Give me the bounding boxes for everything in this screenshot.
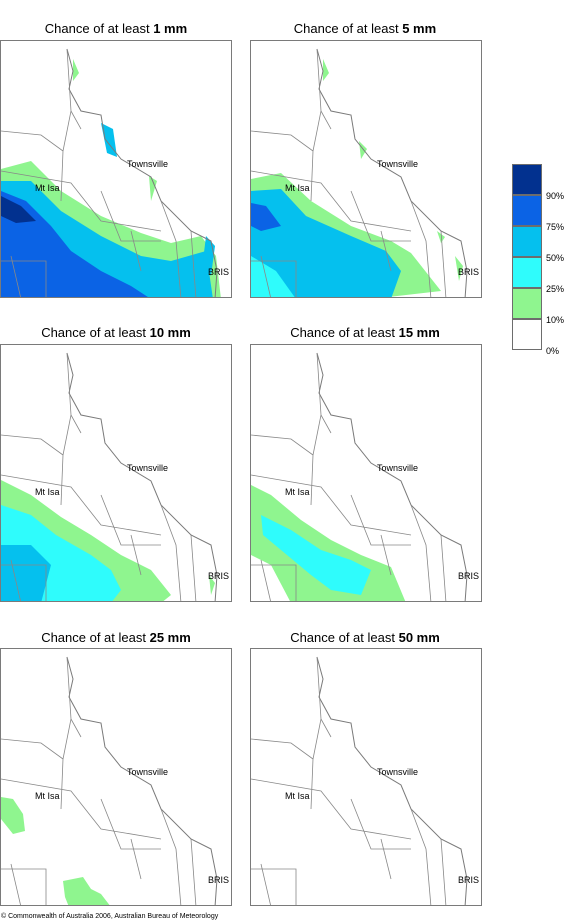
- place-label-mt-isa: Mt Isa: [35, 791, 60, 801]
- rainfall-map: [1, 480, 215, 601]
- legend-swatch-50: [512, 226, 542, 257]
- legend-swatch-75: [512, 195, 542, 226]
- place-label-townsville: Townsville: [377, 767, 419, 777]
- place-label-townsville: Townsville: [377, 463, 419, 473]
- legend-tick-90: 90%: [546, 191, 565, 201]
- place-label-townsville: Townsville: [127, 159, 169, 169]
- title-value: 25 mm: [149, 630, 191, 645]
- title-prefix: Chance of at least: [293, 21, 399, 36]
- panel-title-5mm: Chance of at least 5 mm: [240, 21, 490, 36]
- title-prefix: Chance of at least: [44, 21, 150, 36]
- legend-swatch-25: [512, 257, 542, 288]
- title-prefix: Chance of at least: [290, 630, 395, 645]
- map-panel-50mm: Townsville Mt Isa BRIS: [250, 648, 482, 906]
- copyright-footer: © Commonwealth of Australia 2006, Austra…: [1, 913, 219, 920]
- legend-tick-75: 75%: [546, 222, 565, 232]
- legend-tick-25: 25%: [546, 284, 565, 294]
- place-label-mt-isa: Mt Isa: [285, 791, 310, 801]
- legend-swatch-0: [512, 319, 542, 350]
- place-label-mt-isa: Mt Isa: [285, 183, 310, 193]
- rainfall-map: [251, 59, 463, 297]
- legend-swatch-90: [512, 164, 542, 195]
- title-prefix: Chance of at least: [290, 325, 395, 340]
- map-panel-5mm: Townsville Mt Isa BRIS: [250, 40, 482, 298]
- place-label-townsville: Townsville: [127, 463, 169, 473]
- place-label-mt-isa: Mt Isa: [35, 487, 60, 497]
- map-panel-25mm: Townsville Mt Isa BRIS: [0, 648, 232, 906]
- map-panel-1mm: Townsville Mt Isa BRIS: [0, 40, 232, 298]
- legend-tick-0: 0%: [546, 346, 560, 356]
- map-panel-10mm: Townsville Mt Isa BRIS: [0, 344, 232, 602]
- place-label-brisbane: BRIS: [208, 267, 230, 277]
- panel-title-1mm: Chance of at least 1 mm: [0, 21, 241, 36]
- place-label-brisbane: BRIS: [458, 875, 480, 885]
- legend-tick-50: 50%: [546, 253, 565, 263]
- title-value: 5 mm: [402, 21, 437, 36]
- place-label-mt-isa: Mt Isa: [35, 183, 60, 193]
- legend-swatch-10: [512, 288, 542, 319]
- rainfall-map: [1, 797, 110, 905]
- place-label-mt-isa: Mt Isa: [285, 487, 310, 497]
- title-prefix: Chance of at least: [41, 630, 146, 645]
- panel-title-25mm: Chance of at least 25 mm: [0, 630, 241, 645]
- title-value: 50 mm: [398, 630, 440, 645]
- place-label-townsville: Townsville: [377, 159, 419, 169]
- panel-title-15mm: Chance of at least 15 mm: [240, 325, 490, 340]
- rainfall-map: [251, 485, 406, 601]
- panel-title-10mm: Chance of at least 10 mm: [0, 325, 241, 340]
- title-value: 10 mm: [149, 325, 191, 340]
- place-label-brisbane: BRIS: [458, 267, 480, 277]
- place-label-brisbane: BRIS: [208, 875, 230, 885]
- title-prefix: Chance of at least: [41, 325, 146, 340]
- place-label-brisbane: BRIS: [208, 571, 230, 581]
- title-value: 15 mm: [398, 325, 440, 340]
- map-panel-15mm: Townsville Mt Isa BRIS: [250, 344, 482, 602]
- panel-title-50mm: Chance of at least 50 mm: [240, 630, 490, 645]
- legend-tick-10: 10%: [546, 315, 565, 325]
- rainfall-map: [1, 59, 221, 297]
- place-label-townsville: Townsville: [127, 767, 169, 777]
- place-label-brisbane: BRIS: [458, 571, 480, 581]
- title-value: 1 mm: [153, 21, 188, 36]
